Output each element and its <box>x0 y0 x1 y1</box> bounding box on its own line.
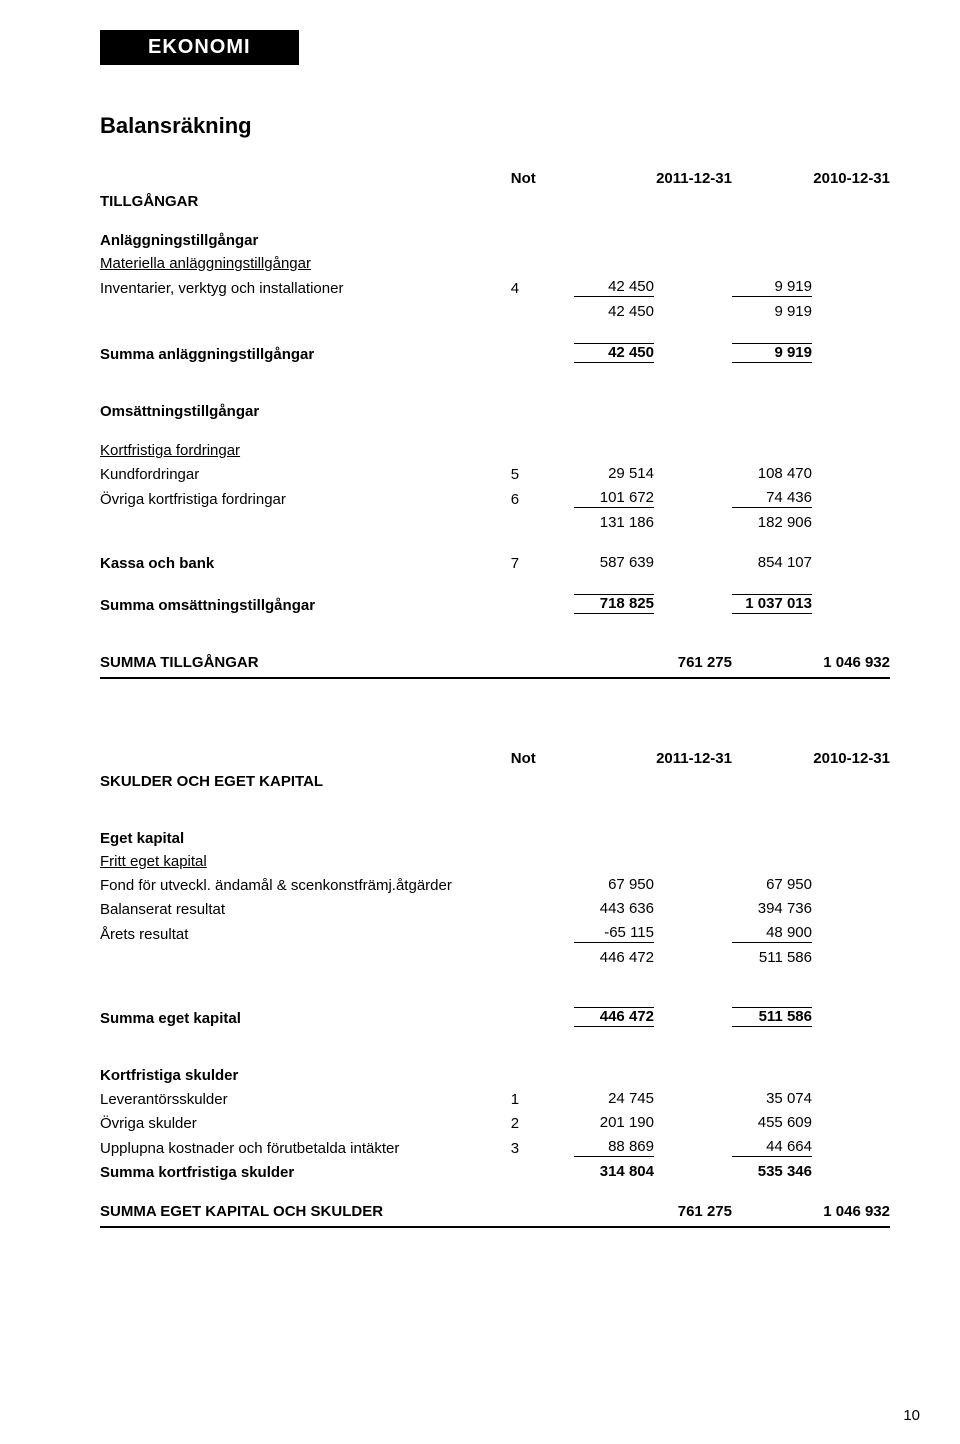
sum-equity-v1: 446 472 <box>574 1007 654 1027</box>
sum-fixed-v1: 42 450 <box>574 343 654 363</box>
assets-heading: TILLGÅNGAR <box>100 190 511 213</box>
equity-liab-heading: SKULDER OCH EGET KAPITAL <box>100 770 511 793</box>
row-label: Balanserat resultat <box>100 897 511 921</box>
total-eqliab-v1: 761 275 <box>574 1200 732 1227</box>
sum-equity-label: Summa eget kapital <box>100 1004 511 1030</box>
subtotal-v2: 182 906 <box>732 514 812 532</box>
row-v1: 24 745 <box>574 1090 654 1108</box>
row-label: Övriga skulder <box>100 1111 511 1135</box>
subtotal-v1: 42 450 <box>574 303 654 321</box>
total-eqliab-label: SUMMA EGET KAPITAL OCH SKULDER <box>100 1200 511 1227</box>
total-eqliab-v2: 1 046 932 <box>732 1200 890 1227</box>
col-header-not: Not <box>511 747 574 770</box>
row-not: 1 <box>511 1087 574 1111</box>
cash-v2: 854 107 <box>732 554 812 572</box>
row-label: Övriga kortfristiga fordringar <box>100 486 511 511</box>
row-v1: 201 190 <box>574 1114 654 1132</box>
equity-heading: Eget kapital <box>100 827 511 850</box>
sum-current-label: Summa omsättningstillgångar <box>100 591 511 617</box>
page-title: Balansräkning <box>100 113 890 139</box>
receivables-heading: Kortfristiga fordringar <box>100 439 511 462</box>
sum-fixed-label: Summa anläggningstillgångar <box>100 340 511 366</box>
col-header-y2: 2010-12-31 <box>732 167 890 190</box>
row-label: Inventarier, verktyg och installationer <box>100 275 511 300</box>
page-number: 10 <box>903 1407 920 1424</box>
tangible-heading: Materiella anläggningstillgångar <box>100 252 511 275</box>
row-label: Fond för utveckl. ändamål & scenkonstfrä… <box>100 873 511 897</box>
row-not: 5 <box>511 462 574 486</box>
row-v1: 101 672 <box>574 489 654 508</box>
current-assets-heading: Omsättningstillgångar <box>100 400 511 423</box>
sum-current-v2: 1 037 013 <box>732 594 812 614</box>
row-v1: 443 636 <box>574 900 654 918</box>
row-not: 3 <box>511 1135 574 1160</box>
sum-fixed-v2: 9 919 <box>732 343 812 363</box>
row-label: Leverantörsskulder <box>100 1087 511 1111</box>
row-v1: 42 450 <box>574 278 654 297</box>
total-assets-label: SUMMA TILLGÅNGAR <box>100 651 511 678</box>
row-v2: 35 074 <box>732 1090 812 1108</box>
row-v2: 9 919 <box>732 278 812 297</box>
subtotal-v2: 9 919 <box>732 303 812 321</box>
row-v1: -65 115 <box>574 924 654 943</box>
row-not: 6 <box>511 486 574 511</box>
row-v1: 88 869 <box>574 1138 654 1157</box>
sum-liab-label: Summa kortfristiga skulder <box>100 1160 511 1184</box>
subtotal-v2: 511 586 <box>732 949 812 967</box>
sum-liab-v1: 314 804 <box>574 1163 654 1181</box>
sum-liab-v2: 535 346 <box>732 1163 812 1181</box>
row-not: 2 <box>511 1111 574 1135</box>
row-label: Kundfordringar <box>100 462 511 486</box>
col-header-not: Not <box>511 167 574 190</box>
cash-v1: 587 639 <box>574 554 654 572</box>
row-v1: 67 950 <box>574 876 654 894</box>
row-v2: 44 664 <box>732 1138 812 1157</box>
row-not: 4 <box>511 275 574 300</box>
balance-sheet-table: Not 2011-12-31 2010-12-31 TILLGÅNGAR Anl… <box>100 167 890 1228</box>
subtotal-v1: 446 472 <box>574 949 654 967</box>
cash-not: 7 <box>511 551 574 575</box>
col-header-y1: 2011-12-31 <box>574 747 732 770</box>
sum-current-v1: 718 825 <box>574 594 654 614</box>
row-label: Årets resultat <box>100 921 511 946</box>
row-v2: 394 736 <box>732 900 812 918</box>
col-header-y1: 2011-12-31 <box>574 167 732 190</box>
col-header-y2: 2010-12-31 <box>732 747 890 770</box>
cash-label: Kassa och bank <box>100 551 511 575</box>
total-assets-v1: 761 275 <box>574 651 732 678</box>
total-assets-v2: 1 046 932 <box>732 651 890 678</box>
row-v1: 29 514 <box>574 465 654 483</box>
free-equity-heading: Fritt eget kapital <box>100 850 511 873</box>
row-v2: 67 950 <box>732 876 812 894</box>
section-badge: EKONOMI <box>100 30 299 65</box>
fixed-assets-heading: Anläggningstillgångar <box>100 229 511 252</box>
sum-equity-v2: 511 586 <box>732 1007 812 1027</box>
subtotal-v1: 131 186 <box>574 514 654 532</box>
row-v2: 108 470 <box>732 465 812 483</box>
liab-heading: Kortfristiga skulder <box>100 1064 511 1087</box>
row-v2: 455 609 <box>732 1114 812 1132</box>
row-v2: 74 436 <box>732 489 812 508</box>
row-label: Upplupna kostnader och förutbetalda intä… <box>100 1135 511 1160</box>
row-v2: 48 900 <box>732 924 812 943</box>
